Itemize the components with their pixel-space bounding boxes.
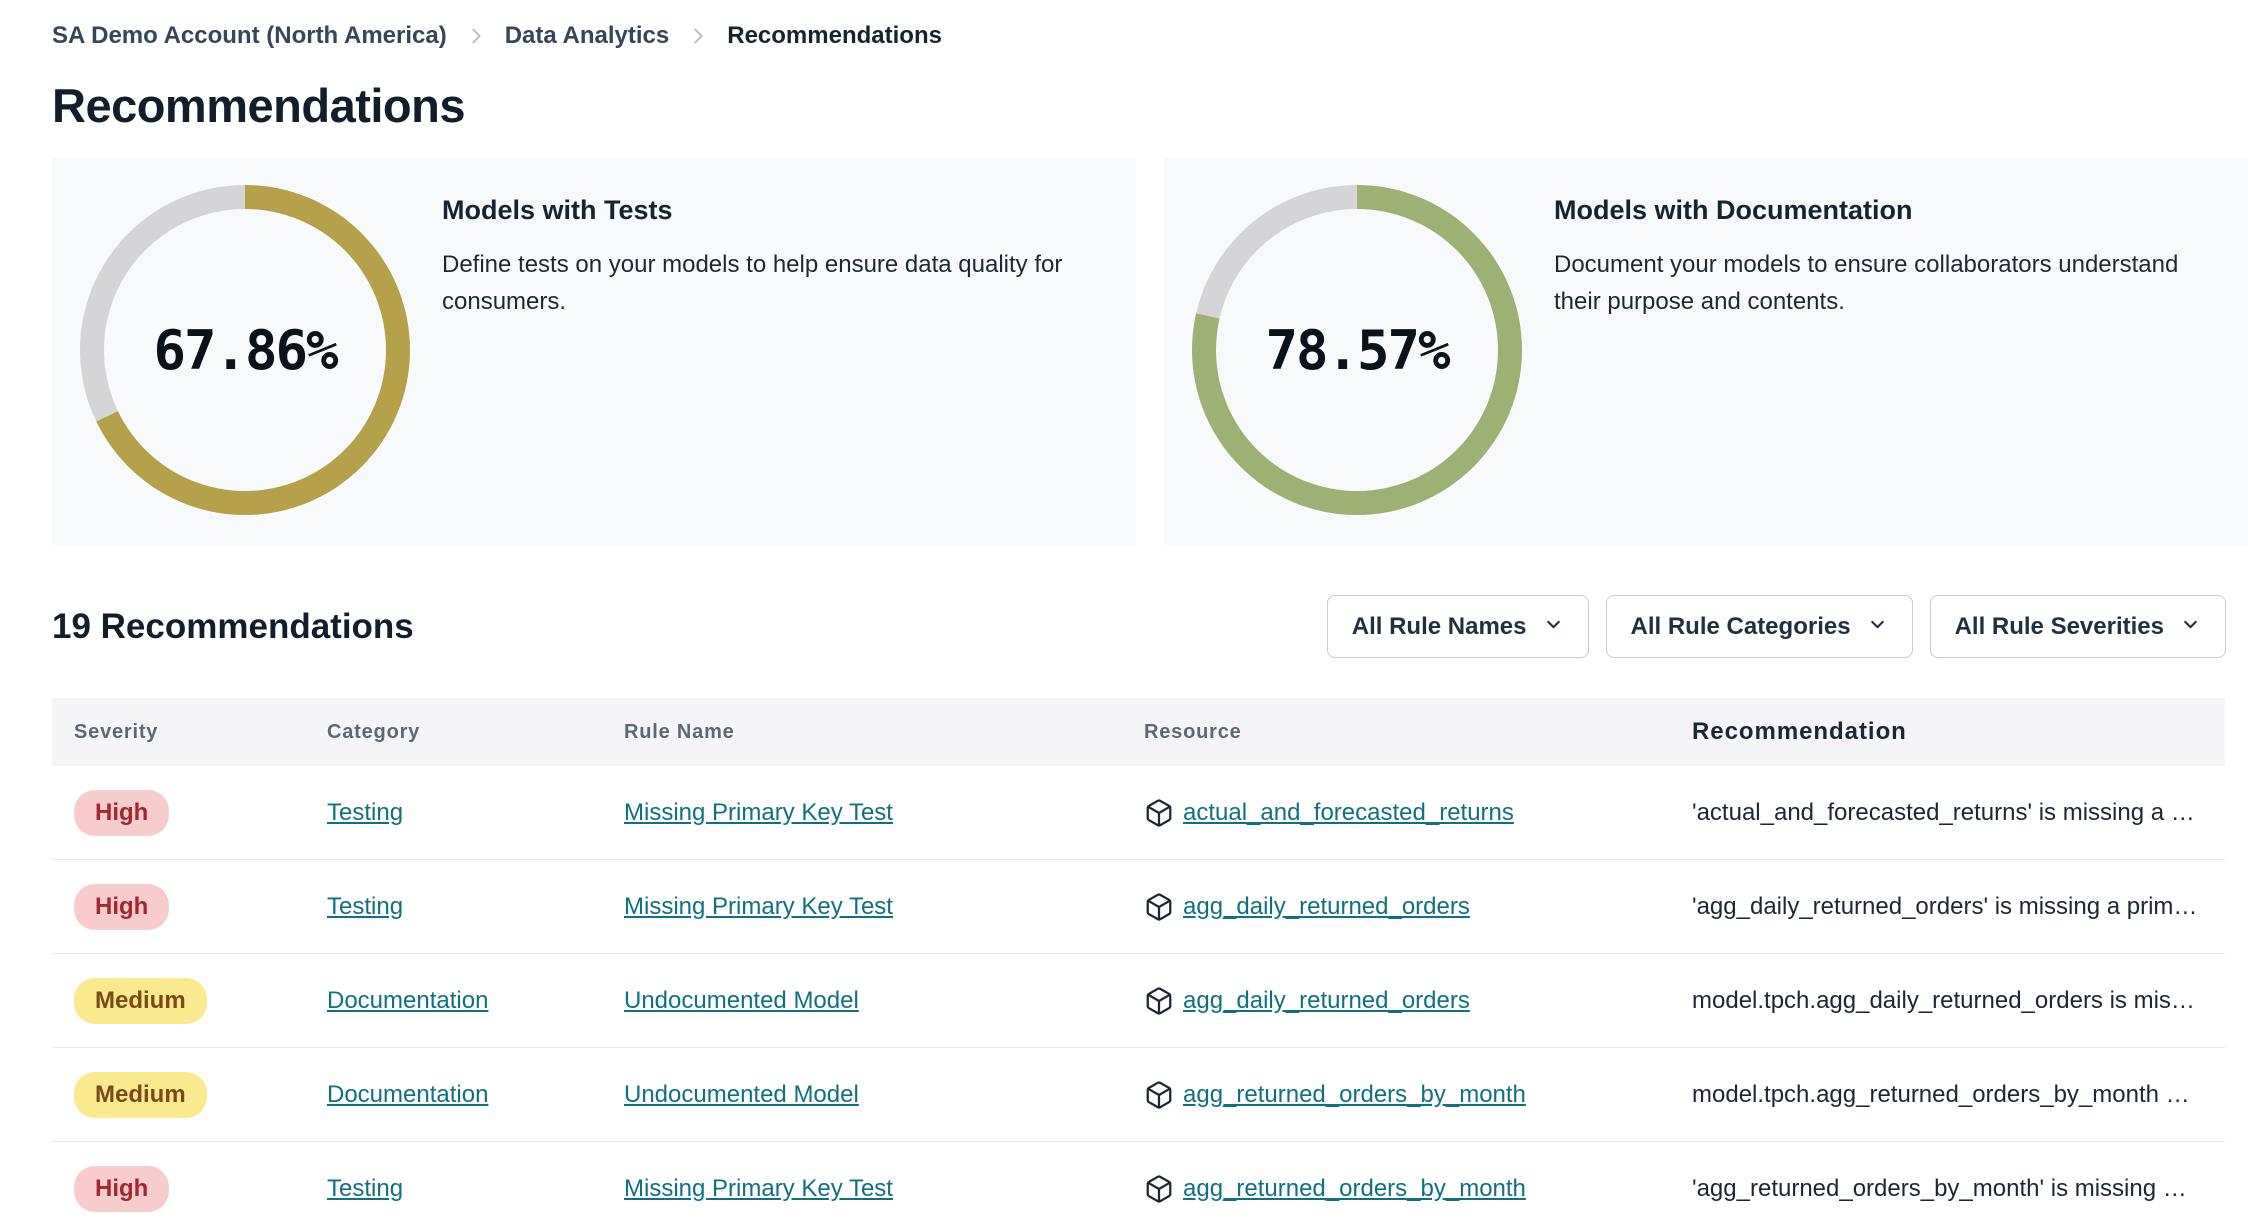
donut-hole: 67.86% xyxy=(104,209,386,491)
category-link[interactable]: Testing xyxy=(327,1174,404,1202)
metric-cards: 67.86% Models with Tests Define tests on… xyxy=(52,157,2248,545)
column-header-category: Category xyxy=(327,720,421,743)
filter-label: All Rule Severities xyxy=(1954,612,2164,640)
card-text: Models with Tests Define tests on your m… xyxy=(410,185,1107,517)
recommendation-text: 'agg_returned_orders_by_month' is missin… xyxy=(1692,1174,2187,1202)
docs-coverage-donut-chart: 78.57% xyxy=(1192,185,1522,515)
chevron-down-icon xyxy=(1543,612,1564,642)
rule-name-link[interactable]: Missing Primary Key Test xyxy=(624,1174,893,1202)
card-title: Models with Documentation xyxy=(1554,195,1913,225)
cube-icon xyxy=(1144,892,1174,922)
chevron-down-icon xyxy=(2180,612,2201,642)
rule-name-link[interactable]: Undocumented Model xyxy=(624,1080,859,1108)
card-description: Document your models to ensure collabora… xyxy=(1554,251,2179,315)
breadcrumb-item-account[interactable]: SA Demo Account (North America) xyxy=(52,22,447,49)
severity-badge: High xyxy=(74,883,170,930)
tests-coverage-donut-chart: 67.86% xyxy=(80,185,410,515)
resource-link[interactable]: agg_daily_returned_orders xyxy=(1183,892,1470,920)
breadcrumb-item-current: Recommendations xyxy=(727,22,942,49)
models-with-documentation-card: 78.57% Models with Documentation Documen… xyxy=(1164,157,2248,545)
table-row: High Testing Missing Primary Key Test ac… xyxy=(52,766,2225,860)
filter-label: All Rule Categories xyxy=(1630,612,1851,640)
table-header-row: Severity Category Rule Name Resource Rec… xyxy=(52,698,2225,766)
column-header-rule-name: Rule Name xyxy=(624,720,735,743)
severity-badge: Medium xyxy=(74,977,207,1024)
card-description: Define tests on your models to help ensu… xyxy=(442,251,1063,315)
cube-icon xyxy=(1144,1174,1174,1204)
card-text: Models with Documentation Document your … xyxy=(1522,185,2219,517)
cube-icon xyxy=(1144,798,1174,828)
rule-name-link[interactable]: Missing Primary Key Test xyxy=(624,892,893,920)
category-link[interactable]: Testing xyxy=(327,892,404,920)
filter-label: All Rule Names xyxy=(1351,612,1527,640)
donut-hole: 78.57% xyxy=(1216,209,1498,491)
breadcrumb-item-project[interactable]: Data Analytics xyxy=(504,22,670,49)
column-header-resource: Resource xyxy=(1144,720,1242,743)
filter-bar: All Rule Names All Rule Categories All R… xyxy=(1326,595,2226,658)
table-row: High Testing Missing Primary Key Test ag… xyxy=(52,860,2225,954)
severity-badge: Medium xyxy=(74,1071,207,1118)
resource-link[interactable]: agg_daily_returned_orders xyxy=(1183,986,1470,1014)
category-link[interactable]: Testing xyxy=(327,798,404,826)
chevron-right-icon xyxy=(687,25,709,47)
breadcrumb: SA Demo Account (North America) Data Ana… xyxy=(0,0,2248,50)
column-header-severity: Severity xyxy=(74,720,159,743)
severity-badge: High xyxy=(74,789,170,836)
recommendation-text: model.tpch.agg_daily_returned_orders is … xyxy=(1692,986,2195,1014)
recommendation-text: 'agg_daily_returned_orders' is missing a… xyxy=(1692,892,2198,920)
chevron-right-icon xyxy=(465,25,487,47)
card-title: Models with Tests xyxy=(442,195,673,225)
docs-coverage-percent: 78.57% xyxy=(1265,318,1450,382)
filter-rule-severities-dropdown[interactable]: All Rule Severities xyxy=(1929,595,2226,658)
column-header-recommendation: Recommendation xyxy=(1692,718,1907,745)
table-row: Medium Documentation Undocumented Model … xyxy=(52,1048,2225,1142)
resource-link[interactable]: agg_returned_orders_by_month xyxy=(1183,1174,1526,1202)
resource-link[interactable]: actual_and_forecasted_returns xyxy=(1183,798,1514,826)
tests-coverage-percent: 67.86% xyxy=(153,318,338,382)
resource-link[interactable]: agg_returned_orders_by_month xyxy=(1183,1080,1526,1108)
page-title: Recommendations xyxy=(52,79,465,132)
table-row: High Testing Missing Primary Key Test ag… xyxy=(52,1142,2225,1220)
list-header: 19 Recommendations All Rule Names All Ru… xyxy=(52,595,2226,658)
recommendation-text: model.tpch.agg_returned_orders_by_month … xyxy=(1692,1080,2190,1108)
severity-badge: High xyxy=(74,1165,170,1212)
rule-name-link[interactable]: Missing Primary Key Test xyxy=(624,798,893,826)
table-row: Medium Documentation Undocumented Model … xyxy=(52,954,2225,1048)
recommendations-count-heading: 19 Recommendations xyxy=(52,606,414,646)
cube-icon xyxy=(1144,1080,1174,1110)
category-link[interactable]: Documentation xyxy=(327,986,489,1014)
cube-icon xyxy=(1144,986,1174,1016)
rule-name-link[interactable]: Undocumented Model xyxy=(624,986,859,1014)
category-link[interactable]: Documentation xyxy=(327,1080,489,1108)
recommendation-text: 'actual_and_forecasted_returns' is missi… xyxy=(1692,798,2195,826)
chevron-down-icon xyxy=(1867,612,1888,642)
models-with-tests-card: 67.86% Models with Tests Define tests on… xyxy=(52,157,1136,545)
filter-rule-categories-dropdown[interactable]: All Rule Categories xyxy=(1605,595,1913,658)
filter-rule-names-dropdown[interactable]: All Rule Names xyxy=(1326,595,1589,658)
recommendations-table: Severity Category Rule Name Resource Rec… xyxy=(52,698,2225,1220)
